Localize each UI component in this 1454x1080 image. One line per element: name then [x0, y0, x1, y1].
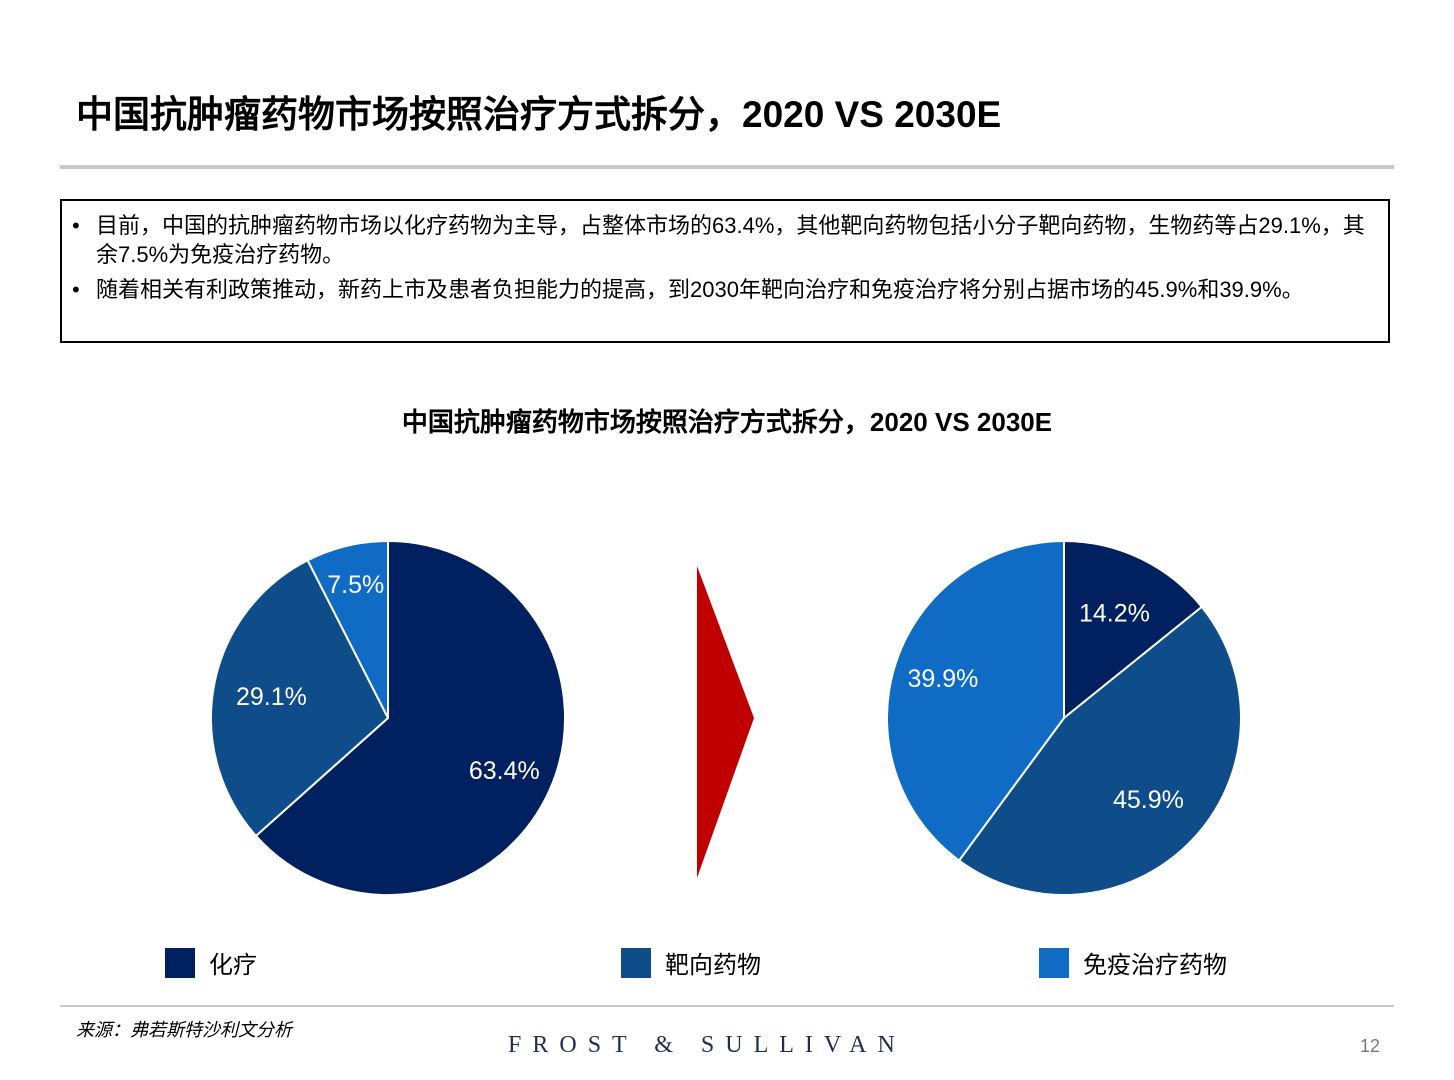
- legend-label: 靶向药物: [665, 952, 761, 979]
- pie-2030E-slice-1: [957, 605, 1243, 896]
- pie-2030E-label-2: 39.9%: [907, 665, 978, 693]
- pie-2020-slice-0: [254, 539, 566, 896]
- legend-label: 免疫治疗药物: [1083, 952, 1227, 979]
- pie-2030E-slice-2: [886, 539, 1065, 862]
- pie-2020-slice-2: [306, 539, 389, 719]
- pie-2030E-slice-0: [1063, 539, 1204, 721]
- page-title: 中国抗肿瘤药物市场按照治疗方式拆分，2020 VS 2030E: [76, 94, 1002, 135]
- footer-divider: [60, 1005, 1394, 1007]
- legend-item-immuno: 免疫治疗药物: [1039, 945, 1227, 980]
- title-divider: [60, 165, 1394, 169]
- legend-item-chemo: 化疗: [165, 945, 257, 980]
- page-number: 12: [1360, 1036, 1381, 1056]
- bullet-text: 随着相关有利政策推动，新药上市及患者负担能力的提高，到2030年靶向治疗和免疫治…: [96, 277, 1304, 302]
- bullet-marker: •: [72, 213, 80, 238]
- bullet-marker: •: [72, 277, 80, 302]
- summary-box: • 目前，中国的抗肿瘤药物市场以化疗药物为主导，占整体市场的63.4%，其他靶向…: [60, 199, 1390, 343]
- legend-item-targeted: 靶向药物: [621, 945, 761, 980]
- legend-swatch: [1039, 947, 1069, 978]
- bullet-text: 目前，中国的抗肿瘤药物市场以化疗药物为主导，占整体市场的63.4%，其他靶向药物…: [96, 213, 1365, 267]
- bullet-item: • 随着相关有利政策推动，新药上市及患者负担能力的提高，到2030年靶向治疗和免…: [72, 275, 1378, 304]
- pie-2020-label-1: 29.1%: [236, 683, 307, 711]
- source-note: 来源：弗若斯特沙利文分析: [76, 1020, 292, 1040]
- pie-2020-label-0: 63.4%: [469, 757, 540, 785]
- pie-2020-label-2: 7.5%: [327, 571, 384, 599]
- chart-title: 中国抗肿瘤药物市场按照治疗方式拆分，2020 VS 2030E: [401, 407, 1053, 437]
- bullet-item: • 目前，中国的抗肿瘤药物市场以化疗药物为主导，占整体市场的63.4%，其他靶向…: [72, 211, 1378, 269]
- pie-2030E-label-1: 45.9%: [1113, 786, 1184, 814]
- legend-swatch: [621, 947, 651, 978]
- legend-swatch: [165, 947, 195, 978]
- pie-2030E-label-0: 14.2%: [1079, 600, 1150, 628]
- legend-label: 化疗: [209, 952, 257, 979]
- frost-sullivan-logo: FROST & SULLIVAN: [508, 1032, 906, 1058]
- pie-2020-slice-1: [210, 558, 390, 838]
- transition-arrow-icon: [697, 566, 754, 878]
